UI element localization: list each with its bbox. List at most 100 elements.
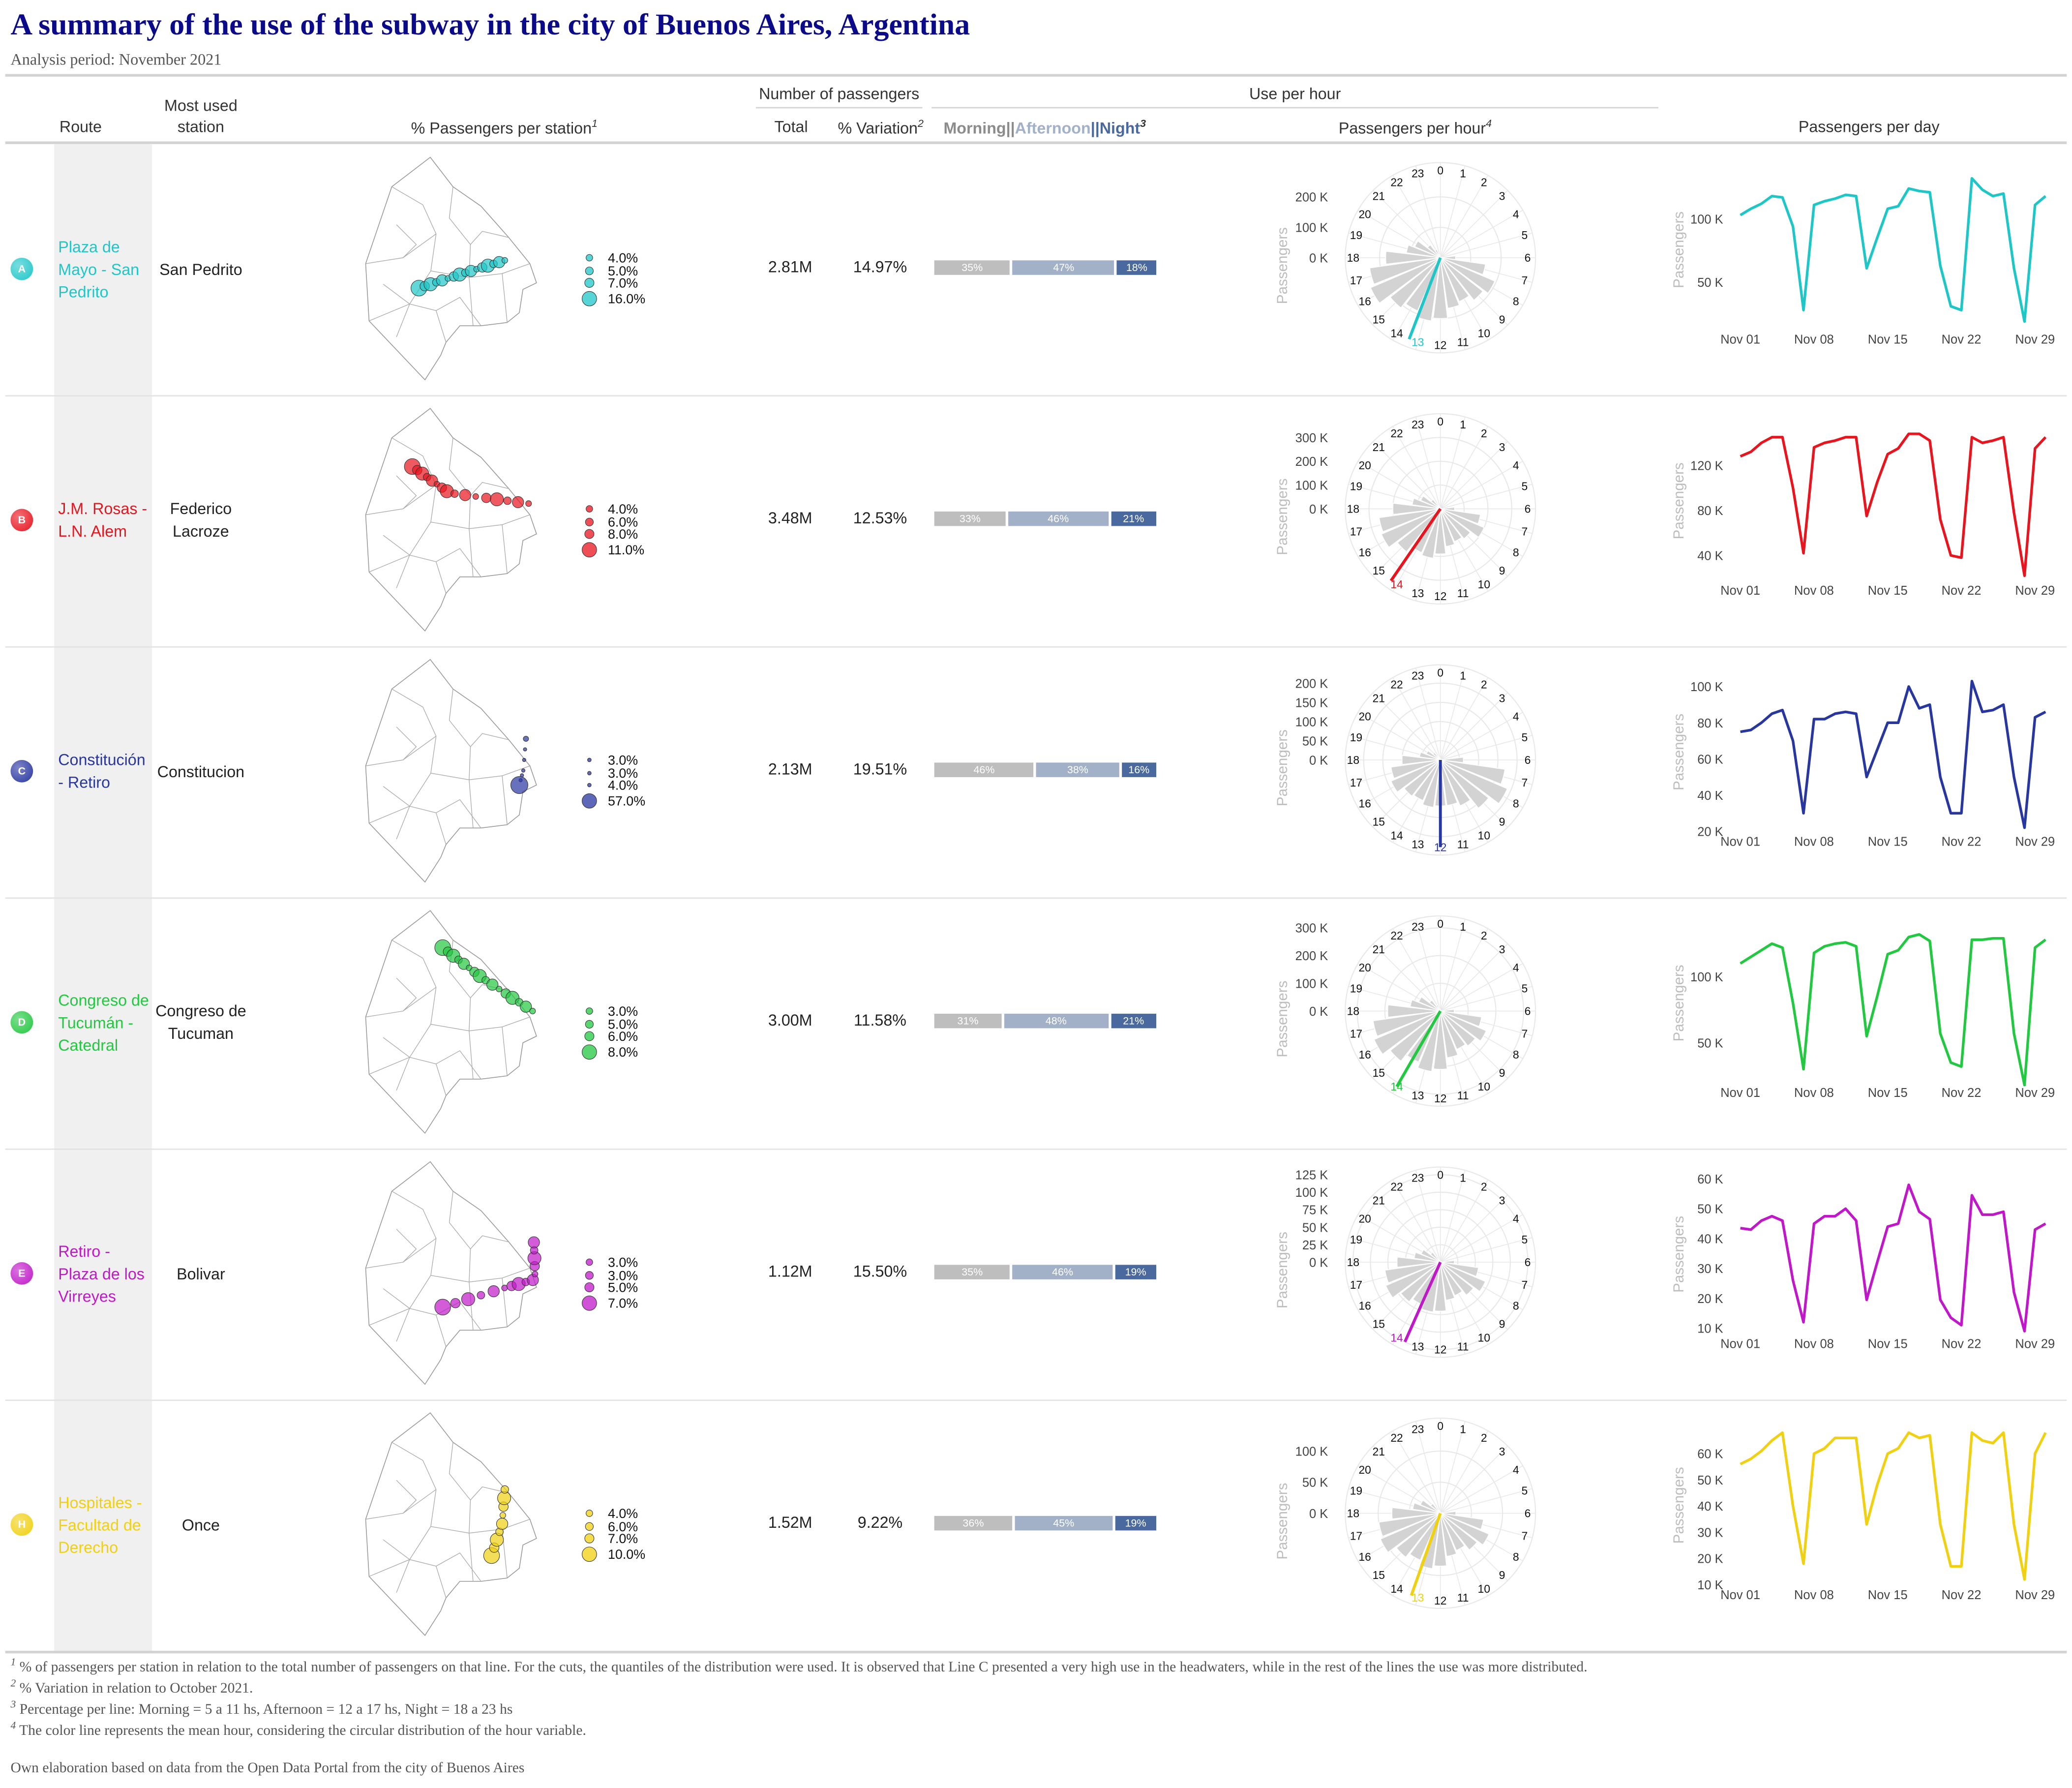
polar-spoke: [1440, 692, 1508, 760]
map-legend-label: 3.0%: [608, 1255, 638, 1270]
hour-bar: [1420, 495, 1441, 510]
hour-label: 6: [1525, 1005, 1531, 1018]
polar-spoke: [1440, 233, 1532, 258]
footnote-1: 1 % of passengers per station in relatio…: [10, 1656, 1587, 1675]
hour-label: 7: [1522, 525, 1528, 538]
hour-label: 6: [1525, 251, 1531, 264]
map-legend-symbol: [586, 1510, 593, 1517]
hour-bar: [1433, 1011, 1448, 1070]
table-row: H Hospitales - Facultad de Derecho Once 1.5…: [0, 1399, 2072, 1651]
shift-bar-afternoon: 46%: [1013, 1265, 1112, 1279]
route-name-text: Constitución - Retiro: [58, 751, 146, 792]
mean-hour-line: [1408, 257, 1442, 340]
district-border: [430, 765, 530, 780]
polar-spoke: [1357, 712, 1441, 760]
hour-label: 13: [1411, 335, 1424, 348]
map-legend-label: 7.0%: [608, 1531, 638, 1546]
radial-tick-label: 0 K: [1309, 1005, 1328, 1019]
hour-label: 6: [1525, 1507, 1531, 1520]
map-legend-label: 6.0%: [608, 515, 638, 530]
header-per-day: Passengers per day: [1798, 118, 1940, 136]
district-border: [396, 727, 417, 760]
hour-label: 3: [1499, 1194, 1505, 1207]
hour-label: 18: [1347, 1005, 1359, 1018]
district-border: [502, 273, 508, 323]
shift-bar-afternoon: 47%: [1013, 260, 1115, 275]
radial-tick-label: 100 K: [1295, 1186, 1328, 1200]
district-border: [502, 776, 508, 825]
separator: ||: [1090, 119, 1100, 138]
y-tick-label: 100 K: [1690, 212, 1723, 226]
hour-bar: [1420, 1249, 1441, 1263]
district-border: [365, 1238, 437, 1269]
hour-label: 1: [1460, 167, 1466, 180]
hour-label: 2: [1481, 176, 1487, 188]
hour-label: 18: [1347, 251, 1359, 264]
district-border: [449, 689, 509, 748]
x-tick-label: Nov 22: [1942, 584, 1982, 598]
x-tick-label: Nov 01: [1720, 835, 1760, 849]
hour-label: 10: [1478, 829, 1490, 842]
line-letter: C: [18, 765, 26, 777]
hour-label: 3: [1499, 190, 1505, 203]
hour-bar: [1391, 1507, 1441, 1519]
hour-label: 19: [1350, 982, 1362, 995]
hour-bar: [1405, 257, 1441, 311]
row-graphics: 3.0%3.0%4.0%57.0%0 1234567891011121314151…: [365, 659, 2055, 883]
hour-label: 12: [1434, 1594, 1446, 1607]
divider: [755, 107, 923, 109]
line-badge: H: [10, 1513, 33, 1536]
hour-label: 21: [1373, 943, 1385, 956]
hour-bar: [1440, 757, 1464, 763]
hour-label: 17: [1350, 776, 1362, 789]
mean-hour-line: [1410, 1513, 1442, 1596]
polar-spoke: [1440, 210, 1523, 258]
hour-bar: [1440, 1513, 1490, 1546]
hour-bar: [1440, 759, 1505, 785]
radial-tick-label: 150 K: [1295, 696, 1328, 710]
district-border: [436, 548, 481, 577]
hour-bar: [1370, 257, 1441, 304]
hour-bar: [1378, 1513, 1441, 1537]
city-outline: [365, 156, 537, 381]
district-border: [469, 528, 474, 577]
radial-tick-label: 50 K: [1302, 734, 1328, 748]
district-border: [365, 1489, 437, 1520]
x-tick-label: Nov 22: [1942, 1337, 1982, 1351]
hour-bar: [1440, 255, 1456, 260]
table-row: A Plaza de Mayo - San Pedrito San Pedrito 2…: [0, 144, 2072, 395]
hour-label: 19: [1350, 1233, 1362, 1246]
shift-bar-night: 19%: [1115, 1515, 1156, 1531]
polar-spoke: [1440, 943, 1508, 1012]
hour-label: 20: [1358, 710, 1371, 723]
hour-label: 7: [1522, 776, 1528, 789]
map-legend-symbol: [582, 1546, 597, 1562]
station-name: Congreso de Tucuman: [155, 1001, 246, 1043]
radial-tick-label: 0 K: [1309, 251, 1328, 265]
daily-series-line: [1740, 933, 2046, 1087]
header-per-hour: Passengers per hour4: [1339, 118, 1492, 137]
hour-label: 21: [1373, 1445, 1385, 1458]
radial-tick-label: 0 K: [1309, 1507, 1328, 1521]
footnote-4: 4 The color line represents the mean hou…: [10, 1720, 586, 1739]
hour-label: 13: [1411, 1340, 1424, 1353]
district-border: [502, 1027, 508, 1076]
y-tick-label: 50 K: [1697, 1036, 1723, 1050]
polar-spoke: [1440, 1488, 1532, 1514]
row-graphics: 3.0%5.0%6.0%8.0%0 12345678910111213141516…: [365, 910, 2055, 1134]
map-legend-label: 5.0%: [608, 1017, 638, 1032]
district-border: [383, 1288, 410, 1342]
station-name: Bolivar: [177, 1264, 225, 1283]
hour-label: 1: [1460, 669, 1466, 682]
hour-label: 0: [1437, 917, 1443, 930]
y-tick-label: 30 K: [1697, 1262, 1723, 1276]
hour-label: 0: [1437, 1420, 1443, 1432]
district-border: [449, 1442, 509, 1501]
y-axis-title: Passengers: [1274, 479, 1291, 555]
x-tick-label: Nov 29: [2015, 1337, 2055, 1351]
radial-tick-label: 100 K: [1295, 977, 1328, 991]
hourly-polar-chart: 0 12345678910111213141516171819202122230 …: [1274, 413, 1536, 605]
variation-percent: 14.97%: [853, 257, 907, 276]
hour-label: 9: [1499, 815, 1505, 828]
hourly-polar-chart: 0 12345678910111213141516171819202122230 …: [1274, 1166, 1536, 1358]
